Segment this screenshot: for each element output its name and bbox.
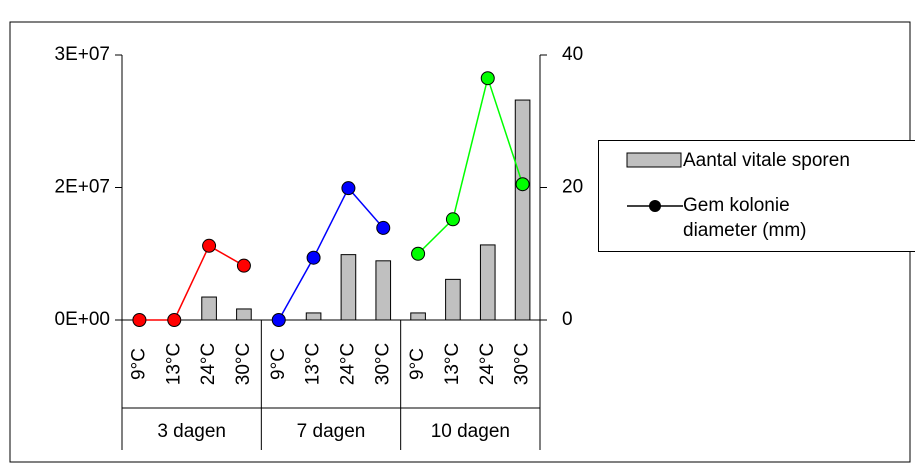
line-marker: [132, 313, 147, 327]
y2-tick-label: 0: [562, 309, 573, 330]
bar: [445, 278, 461, 321]
group-label: 10 dagen: [431, 421, 510, 442]
line-segment: [278, 257, 315, 321]
bar: [375, 260, 392, 321]
legend-label: Gem kolonie diameter (mm): [683, 195, 807, 241]
x-tick-label: 13°C: [163, 343, 184, 385]
line-segment: [347, 187, 384, 229]
x-tick-label: 9°C: [268, 348, 289, 380]
x-tick-label: 13°C: [442, 343, 463, 385]
x-tick-label: 24°C: [477, 343, 498, 385]
y2-tick-label: 40: [562, 44, 583, 65]
line-segment: [487, 77, 524, 185]
line-marker: [480, 71, 495, 86]
legend-marker-key: [649, 200, 661, 212]
x-tick-label: 9°C: [407, 348, 428, 380]
line-segment: [312, 187, 350, 259]
group-label: 3 dagen: [157, 421, 226, 442]
y-tick-label: 2E+07: [55, 177, 110, 198]
line-marker: [515, 177, 530, 192]
x-tick-label: 30°C: [372, 343, 393, 385]
bar: [236, 308, 252, 321]
line-marker: [202, 238, 217, 253]
line-marker: [376, 220, 391, 235]
legend: Aantal vitale sporen Gem kolonie diamete…: [598, 140, 915, 252]
bar: [340, 254, 357, 321]
legend-label: Aantal vitale sporen: [683, 150, 850, 171]
y-tick-label: 3E+07: [55, 44, 110, 65]
x-tick-label: 30°C: [233, 343, 254, 385]
bar: [410, 312, 426, 321]
legend-bar-key: [626, 152, 682, 168]
line-segment: [452, 78, 489, 220]
x-tick-label: 9°C: [128, 348, 149, 380]
bar: [201, 296, 217, 321]
y2-tick-label: 20: [562, 177, 583, 198]
bar: [305, 312, 322, 321]
line-segment: [417, 218, 454, 255]
line-marker: [445, 212, 460, 227]
group-label: 7 dagen: [297, 421, 366, 442]
x-tick-label: 30°C: [512, 343, 533, 385]
x-tick-label: 13°C: [303, 343, 324, 385]
line-marker: [341, 181, 356, 196]
line-marker: [271, 313, 286, 327]
line-marker: [167, 313, 182, 327]
line-marker: [236, 258, 251, 273]
x-tick-label: 24°C: [198, 343, 219, 385]
x-tick-label: 24°C: [337, 343, 358, 385]
y-tick-label: 0E+00: [55, 309, 110, 330]
legend-keys: [626, 152, 683, 212]
bar: [479, 244, 496, 321]
line-marker: [306, 250, 321, 265]
line-segment: [173, 245, 210, 321]
line-marker: [411, 246, 426, 261]
bar: [514, 99, 531, 321]
